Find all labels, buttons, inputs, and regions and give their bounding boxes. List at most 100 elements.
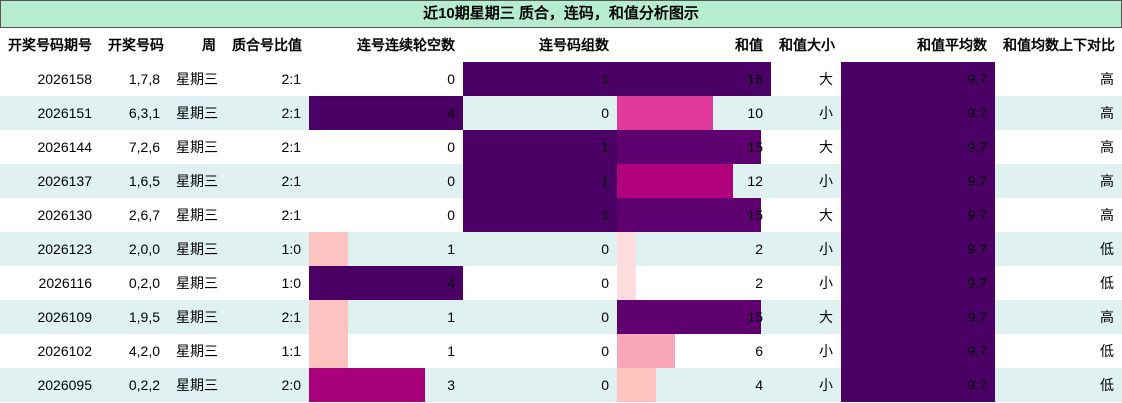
table-cell: 星期三	[176, 377, 218, 393]
data-bar	[463, 164, 617, 198]
table-cell: 2	[755, 275, 763, 291]
data-bar	[841, 266, 995, 300]
table-cell: 15	[747, 207, 763, 223]
table-cell: 7,2,6	[128, 139, 160, 155]
table-cell: 9.7	[967, 105, 987, 121]
table-cell: 低	[1100, 275, 1114, 291]
table-cell: 1,7,8	[128, 71, 160, 87]
table-cell: 0	[601, 241, 609, 257]
header-cell: 连号连续轮空数	[357, 37, 455, 53]
table-cell: 9.7	[967, 139, 987, 155]
table-cell: 2:1	[281, 309, 301, 325]
table-cell: 2,6,7	[128, 207, 160, 223]
table-cell: 大	[819, 309, 833, 325]
table-cell: 小	[819, 275, 833, 291]
table-cell: 2026095	[37, 377, 92, 393]
data-bar	[841, 232, 995, 266]
table-cell: 0	[447, 71, 455, 87]
table-cell: 6,3,1	[128, 105, 160, 121]
table-cell: 0	[447, 207, 455, 223]
table-cell: 0	[601, 275, 609, 291]
table-cell: 0,2,0	[128, 275, 160, 291]
table-cell: 9.7	[967, 309, 987, 325]
table-cell: 10	[747, 105, 763, 121]
data-bar	[617, 334, 675, 368]
table-cell: 1	[447, 309, 455, 325]
table-cell: 2026137	[37, 173, 92, 189]
table-cell: 2:1	[281, 71, 301, 87]
header-cell: 开奖号码	[108, 37, 164, 53]
title: 近10期星期三 质合，连码，和值分析图示	[0, 0, 1122, 28]
table-cell: 0	[601, 309, 609, 325]
table-cell: 15	[747, 139, 763, 155]
table-cell: 2026151	[37, 105, 92, 121]
table-cell: 低	[1100, 377, 1114, 393]
data-bar	[841, 130, 995, 164]
table-cell: 1	[601, 207, 609, 223]
data-bar	[617, 130, 762, 164]
table-cell: 1	[447, 343, 455, 359]
header-cell: 连号码组数	[539, 37, 609, 53]
table-cell: 星期三	[176, 173, 218, 189]
table-cell: 2,0,0	[128, 241, 160, 257]
data-bar	[617, 266, 637, 300]
table-cell: 小	[819, 241, 833, 257]
data-bar	[617, 164, 733, 198]
data-bar	[617, 198, 762, 232]
table-cell: 0	[601, 105, 609, 121]
table-cell: 低	[1100, 343, 1114, 359]
table-cell: 4	[755, 377, 763, 393]
table-cell: 2026102	[37, 343, 92, 359]
table-cell: 9.7	[967, 173, 987, 189]
table-cell: 星期三	[176, 343, 218, 359]
table-cell: 2:0	[281, 377, 301, 393]
table-cell: 4	[447, 275, 455, 291]
table-cell: 高	[1100, 309, 1114, 325]
data-bar	[463, 62, 617, 96]
table-cell: 12	[747, 173, 763, 189]
table-cell: 3	[447, 377, 455, 393]
table-cell: 高	[1100, 105, 1114, 121]
table-cell: 星期三	[176, 309, 218, 325]
table-cell: 2:1	[281, 105, 301, 121]
data-bar	[841, 198, 995, 232]
table-cell: 小	[819, 343, 833, 359]
table-cell: 0	[601, 343, 609, 359]
table-cell: 9.7	[967, 343, 987, 359]
header-cell: 和值均数上下对比	[1003, 37, 1115, 53]
table-cell: 高	[1100, 71, 1114, 87]
table-cell: 2026144	[37, 139, 92, 155]
header-cell: 和值大小	[779, 37, 835, 53]
data-bar	[309, 232, 348, 266]
table-cell: 大	[819, 139, 833, 155]
table-cell: 6	[755, 343, 763, 359]
table-cell: 星期三	[176, 105, 218, 121]
table-cell: 2026130	[37, 207, 92, 223]
table-cell: 1:1	[281, 343, 301, 359]
table-cell: 星期三	[176, 71, 218, 87]
data-bar	[617, 62, 771, 96]
table-cell: 15	[747, 309, 763, 325]
table-cell: 9.7	[967, 275, 987, 291]
data-bar	[309, 96, 463, 130]
table-cell: 星期三	[176, 139, 218, 155]
data-bar	[309, 334, 348, 368]
table-cell: 大	[819, 71, 833, 87]
table-cell: 0	[601, 377, 609, 393]
table-cell: 1:0	[281, 241, 301, 257]
table-cell: 星期三	[176, 207, 218, 223]
table-cell: 低	[1100, 241, 1114, 257]
table-cell: 2026158	[37, 71, 92, 87]
header-cell: 和值平均数	[917, 37, 987, 53]
table-cell: 2	[755, 241, 763, 257]
data-bar	[841, 62, 995, 96]
table-cell: 0	[447, 173, 455, 189]
data-bar	[841, 164, 995, 198]
table-cell: 高	[1100, 139, 1114, 155]
table-cell: 9.7	[967, 377, 987, 393]
table-cell: 9.7	[967, 207, 987, 223]
data-bar	[617, 232, 637, 266]
data-bar	[463, 198, 617, 232]
table-cell: 高	[1100, 173, 1114, 189]
